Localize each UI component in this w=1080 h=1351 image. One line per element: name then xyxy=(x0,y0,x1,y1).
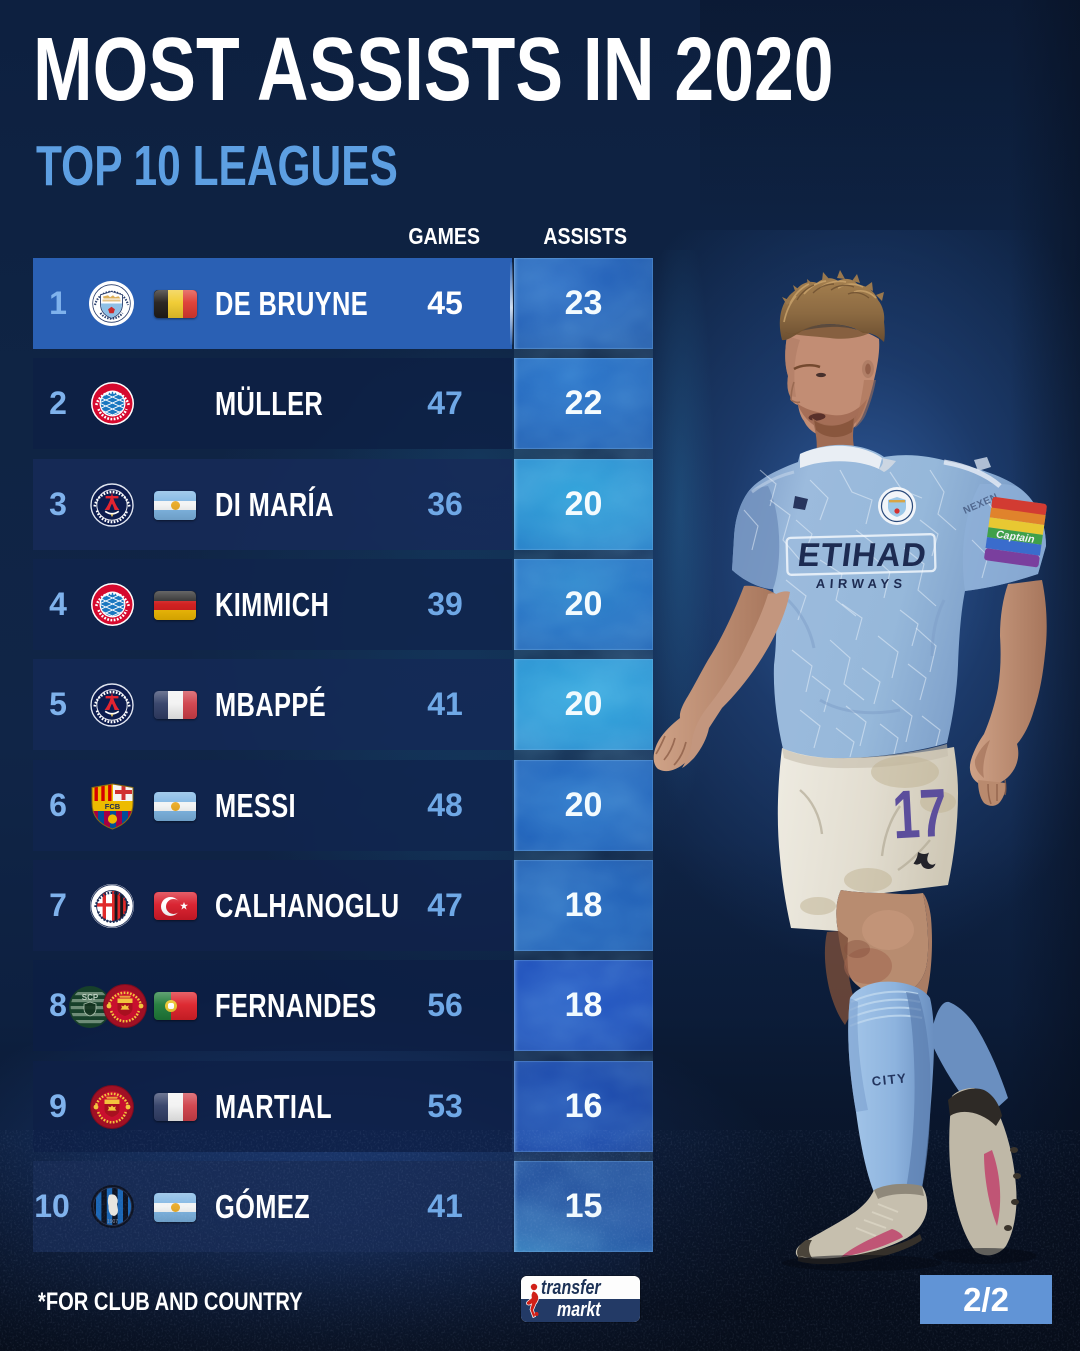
svg-text:FCB: FCB xyxy=(105,802,121,811)
svg-text:Captain: Captain xyxy=(995,528,1035,545)
svg-text:AIRWAYS: AIRWAYS xyxy=(815,576,907,591)
svg-text:SCP: SCP xyxy=(82,993,99,1002)
svg-text:CITY: CITY xyxy=(871,1070,908,1089)
svg-text:17: 17 xyxy=(891,775,949,854)
svg-text:ETIHAD: ETIHAD xyxy=(796,537,929,574)
